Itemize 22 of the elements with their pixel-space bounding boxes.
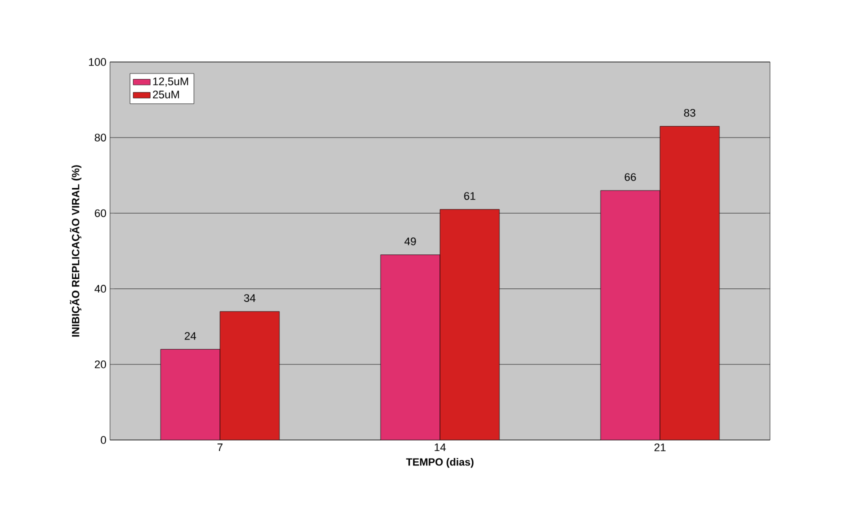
x-tick-label: 7 [218, 444, 223, 452]
legend-label: 12,5uM [153, 78, 188, 87]
data-label: 83 [684, 108, 696, 117]
y-tick-label: 0 [100, 436, 106, 444]
bar [440, 209, 500, 440]
data-label: 24 [184, 332, 196, 340]
legend-label: 25uM [152, 90, 179, 98]
data-label: 34 [244, 294, 256, 302]
data-label: 61 [464, 192, 476, 200]
data-label: 49 [404, 238, 416, 246]
y-tick-label: 80 [94, 134, 106, 142]
y-tick-label: 40 [94, 284, 106, 293]
y-axis-title: INIBIÇÃO REPLICAÇÃO VIRAL (%) [70, 165, 82, 337]
x-axis-title: TEMPO (dias) [406, 458, 474, 468]
y-tick-label: 100 [89, 58, 106, 66]
data-label: 66 [624, 173, 636, 181]
bar [220, 311, 280, 440]
y-tick-label: 20 [94, 360, 106, 368]
bar [660, 126, 720, 440]
x-tick-label: 21 [654, 444, 666, 452]
y-tick-label: 60 [94, 209, 106, 218]
x-tick-label: 14 [434, 444, 446, 452]
